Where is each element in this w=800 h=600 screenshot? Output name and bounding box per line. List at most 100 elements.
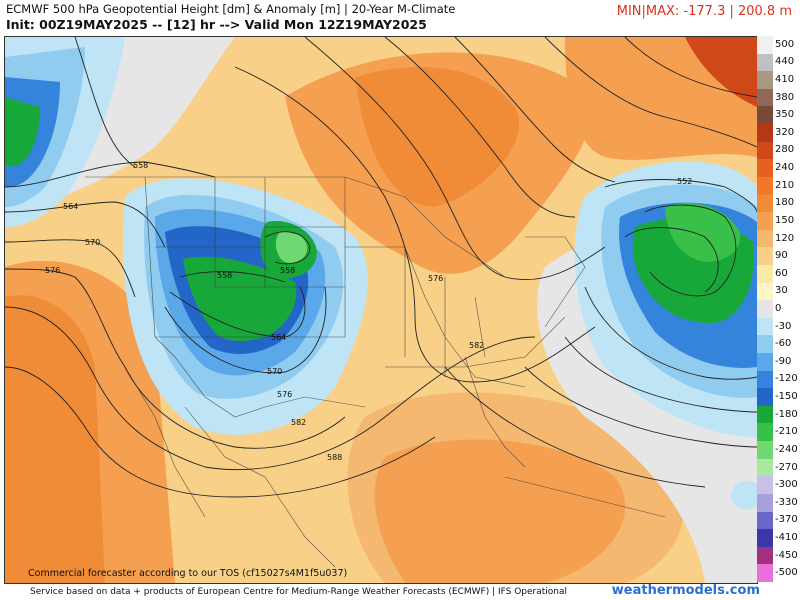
contour-label: 564 (63, 202, 78, 211)
map-title: ECMWF 500 hPa Geopotential Height [dm] &… (6, 2, 456, 16)
contour-label: 582 (469, 341, 484, 350)
anomaly-west-core (5, 295, 105, 583)
colorbar-swatch (757, 124, 773, 143)
colorbar-swatch (757, 423, 773, 442)
colorbar-swatch (757, 317, 773, 336)
colorbar-swatch (757, 388, 773, 407)
colorbar-swatch (757, 71, 773, 90)
colorbar-swatch (757, 53, 773, 72)
colorbar-swatch (757, 564, 773, 583)
border-ne-coast (525, 236, 586, 328)
colorbar-label: 150 (775, 214, 795, 226)
colorbar-label: 120 (775, 232, 795, 244)
colorbar-label: 210 (775, 179, 795, 191)
colorbar-label: -210 (775, 426, 798, 438)
colorbar-swatch (757, 476, 773, 495)
contour-564-ne (544, 37, 757, 148)
colorbar-swatch (757, 300, 773, 319)
colorbar-label: -150 (775, 391, 798, 403)
contour-558-nw (5, 161, 216, 188)
colorbar-label: 280 (775, 144, 795, 156)
colorbar-swatch (757, 212, 773, 231)
political-borders (85, 176, 666, 568)
colorbar-label: 440 (775, 56, 795, 68)
contour-552-low (264, 231, 311, 265)
contour-570-ne (624, 37, 757, 98)
contour-564-e (584, 286, 757, 380)
height-contours (5, 37, 757, 498)
contour-570-c (304, 37, 606, 281)
colorbar-label: -30 (775, 320, 792, 332)
colorbar-label: 350 (775, 109, 795, 121)
contour-label: 558 (133, 161, 148, 170)
contour-570-e (564, 336, 757, 413)
header: ECMWF 500 hPa Geopotential Height [dm] &… (0, 0, 800, 34)
trough-nw-core (5, 97, 40, 167)
contour-558-low (179, 271, 286, 283)
contour-576-c (234, 66, 596, 383)
anomaly-greenland (685, 37, 757, 107)
colorbar-swatch (757, 511, 773, 530)
contour-552-nw (74, 37, 136, 168)
border-baja (124, 366, 206, 518)
border-florida (464, 356, 526, 468)
border-state-d (345, 246, 526, 388)
contour-576-w (5, 268, 346, 449)
colorbar-swatch (757, 176, 773, 195)
anomaly-map: 558 564 570 576 558 558 564 570 576 582 … (5, 37, 757, 583)
colorbar-swatch (757, 405, 773, 424)
init-valid-time: Init: 00Z19MAY2025 -- [12] hr --> Valid … (6, 17, 427, 32)
contour-label: 570 (85, 238, 100, 247)
map-panel: 558 564 570 576 558 558 564 570 576 582 … (4, 36, 758, 584)
colorbar-swatch (757, 264, 773, 284)
colorbar-swatch (757, 106, 773, 125)
contour-label: 558 (280, 266, 295, 275)
colorbar-swatch (757, 229, 773, 248)
colorbar-label: 380 (775, 91, 795, 103)
brand-link[interactable]: weathermodels.com (611, 583, 760, 598)
colorbar-label: 60 (775, 267, 788, 279)
colorbar-swatch (757, 441, 773, 460)
colorbar-label: -120 (775, 373, 798, 385)
contour-588-w (5, 366, 436, 498)
footer: Service based on data + products of Euro… (0, 583, 800, 600)
colorbar-label: 240 (775, 162, 795, 174)
colorbar-swatch (757, 141, 773, 160)
colorbar-swatch (757, 370, 773, 389)
colorbar-swatch (757, 353, 773, 372)
colorbar-swatch (757, 247, 773, 266)
contour-label: 576 (428, 274, 443, 283)
contour-label: 570 (267, 367, 282, 376)
contour-546-e (644, 204, 737, 297)
border-state-c (155, 246, 345, 338)
anomaly-north-core (355, 67, 519, 207)
colorbar-label: 180 (775, 197, 795, 209)
contour-570-w (5, 239, 136, 298)
colorbar-label: -500 (775, 567, 798, 579)
colorbar-swatch (757, 458, 773, 477)
colorbar-label: 0 (775, 303, 782, 314)
colorbar-label: -370 (775, 514, 798, 526)
colorbar-swatch (757, 335, 773, 354)
contour-552-e (604, 179, 757, 213)
border-state-f (385, 316, 566, 368)
contour-label: 576 (45, 266, 60, 275)
colorbar-swatch (757, 88, 773, 107)
colorbar-label: 410 (775, 74, 795, 86)
low-center-inner (275, 231, 307, 263)
contour-label: 552 (677, 177, 692, 186)
contour-label: 564 (271, 333, 286, 342)
colorbar-label: -90 (775, 355, 792, 367)
colorbar-swatch (757, 282, 773, 301)
contour-558-c (454, 37, 616, 183)
contour-label: 582 (291, 418, 306, 427)
colorbar-swatch (757, 529, 773, 548)
contour-540-e (624, 227, 719, 293)
contour-label: 576 (277, 390, 292, 399)
border-state-b (265, 177, 346, 337)
colorbar-label: -450 (775, 549, 798, 561)
colorbar: 500 440 410 380 350 320 280 240 210 180 150 120 90 60… (757, 36, 800, 584)
low-east-inner (665, 203, 741, 262)
tos-notice: Commercial forecaster according to our T… (28, 568, 348, 579)
anomaly-caribbean (731, 481, 757, 509)
